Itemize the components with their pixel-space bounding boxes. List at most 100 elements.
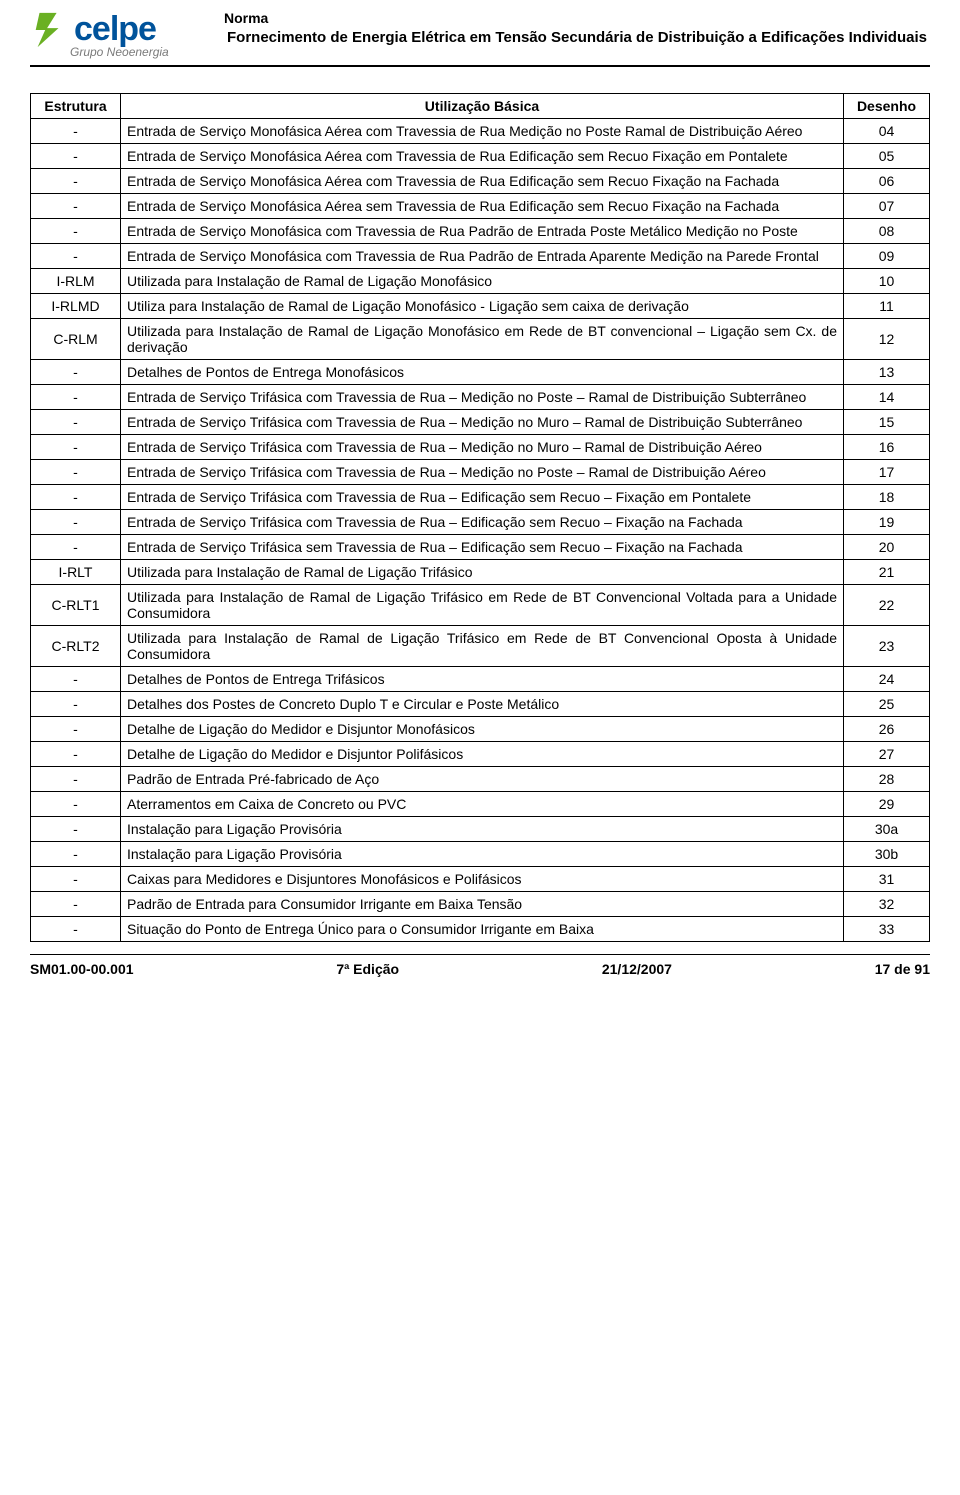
- table-row: -Entrada de Serviço Trifásica com Traves…: [31, 385, 930, 410]
- cell-estrutura: -: [31, 792, 121, 817]
- logo-subtitle: Grupo Neoenergia: [70, 45, 220, 59]
- cell-desenho: 27: [844, 742, 930, 767]
- table-row: -Aterramentos em Caixa de Concreto ou PV…: [31, 792, 930, 817]
- table-row: C-RLT2Utilizada para Instalação de Ramal…: [31, 626, 930, 667]
- cell-utilizacao: Utilizada para Instalação de Ramal de Li…: [121, 319, 844, 360]
- cell-estrutura: -: [31, 410, 121, 435]
- cell-desenho: 06: [844, 169, 930, 194]
- cell-desenho: 28: [844, 767, 930, 792]
- footer-page: 17 de 91: [875, 961, 930, 977]
- cell-utilizacao: Entrada de Serviço Trifásica com Travess…: [121, 460, 844, 485]
- cell-estrutura: C-RLT1: [31, 585, 121, 626]
- cell-desenho: 05: [844, 144, 930, 169]
- cell-desenho: 30a: [844, 817, 930, 842]
- cell-utilizacao: Entrada de Serviço Monofásica Aérea com …: [121, 144, 844, 169]
- cell-utilizacao: Entrada de Serviço Trifásica com Travess…: [121, 510, 844, 535]
- table-row: -Entrada de Serviço Monofásica Aérea com…: [31, 119, 930, 144]
- cell-estrutura: C-RLM: [31, 319, 121, 360]
- table-row: -Entrada de Serviço Trifásica com Traves…: [31, 410, 930, 435]
- cell-utilizacao: Detalhe de Ligação do Medidor e Disjunto…: [121, 742, 844, 767]
- cell-desenho: 18: [844, 485, 930, 510]
- table-row: -Detalhes dos Postes de Concreto Duplo T…: [31, 692, 930, 717]
- cell-desenho: 26: [844, 717, 930, 742]
- cell-estrutura: -: [31, 244, 121, 269]
- cell-estrutura: I-RLT: [31, 560, 121, 585]
- cell-desenho: 19: [844, 510, 930, 535]
- cell-desenho: 17: [844, 460, 930, 485]
- cell-desenho: 09: [844, 244, 930, 269]
- cell-utilizacao: Entrada de Serviço Monofásica Aérea com …: [121, 119, 844, 144]
- cell-utilizacao: Utilizada para Instalação de Ramal de Li…: [121, 626, 844, 667]
- table-row: I-RLMUtilizada para Instalação de Ramal …: [31, 269, 930, 294]
- table-row: -Detalhes de Pontos de Entrega Trifásico…: [31, 667, 930, 692]
- table-row: -Instalação para Ligação Provisória30b: [31, 842, 930, 867]
- cell-desenho: 24: [844, 667, 930, 692]
- cell-estrutura: -: [31, 767, 121, 792]
- cell-utilizacao: Instalação para Ligação Provisória: [121, 817, 844, 842]
- cell-estrutura: -: [31, 194, 121, 219]
- cell-estrutura: -: [31, 667, 121, 692]
- table-row: C-RLMUtilizada para Instalação de Ramal …: [31, 319, 930, 360]
- cell-desenho: 25: [844, 692, 930, 717]
- norma-label: Norma: [224, 10, 930, 26]
- cell-estrutura: -: [31, 119, 121, 144]
- cell-utilizacao: Instalação para Ligação Provisória: [121, 842, 844, 867]
- col-header-utilizacao: Utilização Básica: [121, 94, 844, 119]
- cell-desenho: 22: [844, 585, 930, 626]
- table-row: -Padrão de Entrada Pré-fabricado de Aço2…: [31, 767, 930, 792]
- cell-utilizacao: Detalhes de Pontos de Entrega Trifásicos: [121, 667, 844, 692]
- cell-utilizacao: Entrada de Serviço Monofásica com Traves…: [121, 244, 844, 269]
- cell-estrutura: C-RLT2: [31, 626, 121, 667]
- table-row: -Padrão de Entrada para Consumidor Irrig…: [31, 892, 930, 917]
- table-row: -Entrada de Serviço Trifásica com Traves…: [31, 485, 930, 510]
- footer-edition: 7ª Edição: [336, 961, 399, 977]
- title-block: Norma Fornecimento de Energia Elétrica e…: [220, 10, 930, 48]
- table-row: -Instalação para Ligação Provisória30a: [31, 817, 930, 842]
- table-row: -Detalhe de Ligação do Medidor e Disjunt…: [31, 742, 930, 767]
- cell-desenho: 29: [844, 792, 930, 817]
- table-row: I-RLMDUtiliza para Instalação de Ramal d…: [31, 294, 930, 319]
- cell-estrutura: -: [31, 742, 121, 767]
- structure-table: Estrutura Utilização Básica Desenho -Ent…: [30, 93, 930, 942]
- cell-utilizacao: Utilizada para Instalação de Ramal de Li…: [121, 585, 844, 626]
- cell-estrutura: -: [31, 817, 121, 842]
- table-row: C-RLT1Utilizada para Instalação de Ramal…: [31, 585, 930, 626]
- cell-desenho: 32: [844, 892, 930, 917]
- cell-utilizacao: Entrada de Serviço Trifásica sem Travess…: [121, 535, 844, 560]
- table-row: -Situação do Ponto de Entrega Único para…: [31, 917, 930, 942]
- cell-desenho: 08: [844, 219, 930, 244]
- cell-desenho: 10: [844, 269, 930, 294]
- table-row: -Entrada de Serviço Trifásica com Traves…: [31, 510, 930, 535]
- cell-desenho: 12: [844, 319, 930, 360]
- cell-estrutura: -: [31, 360, 121, 385]
- cell-desenho: 20: [844, 535, 930, 560]
- col-header-desenho: Desenho: [844, 94, 930, 119]
- table-row: -Entrada de Serviço Monofásica Aérea sem…: [31, 194, 930, 219]
- cell-estrutura: -: [31, 535, 121, 560]
- cell-desenho: 33: [844, 917, 930, 942]
- cell-utilizacao: Entrada de Serviço Trifásica com Travess…: [121, 435, 844, 460]
- cell-estrutura: -: [31, 717, 121, 742]
- cell-utilizacao: Situação do Ponto de Entrega Único para …: [121, 917, 844, 942]
- cell-desenho: 31: [844, 867, 930, 892]
- cell-estrutura: -: [31, 460, 121, 485]
- cell-desenho: 15: [844, 410, 930, 435]
- cell-utilizacao: Entrada de Serviço Monofásica com Traves…: [121, 219, 844, 244]
- cell-estrutura: -: [31, 867, 121, 892]
- cell-estrutura: -: [31, 144, 121, 169]
- cell-estrutura: -: [31, 842, 121, 867]
- table-row: -Entrada de Serviço Monofásica Aérea com…: [31, 169, 930, 194]
- cell-estrutura: I-RLMD: [31, 294, 121, 319]
- table-row: -Entrada de Serviço Trifásica com Traves…: [31, 460, 930, 485]
- cell-estrutura: -: [31, 435, 121, 460]
- cell-desenho: 11: [844, 294, 930, 319]
- cell-desenho: 14: [844, 385, 930, 410]
- cell-utilizacao: Entrada de Serviço Trifásica com Travess…: [121, 410, 844, 435]
- cell-desenho: 23: [844, 626, 930, 667]
- cell-estrutura: -: [31, 169, 121, 194]
- table-row: -Entrada de Serviço Trifásica com Traves…: [31, 435, 930, 460]
- logo-text: celpe: [74, 10, 156, 49]
- cell-utilizacao: Aterramentos em Caixa de Concreto ou PVC: [121, 792, 844, 817]
- logo-row: celpe: [30, 10, 220, 49]
- bolt-icon: [30, 11, 68, 49]
